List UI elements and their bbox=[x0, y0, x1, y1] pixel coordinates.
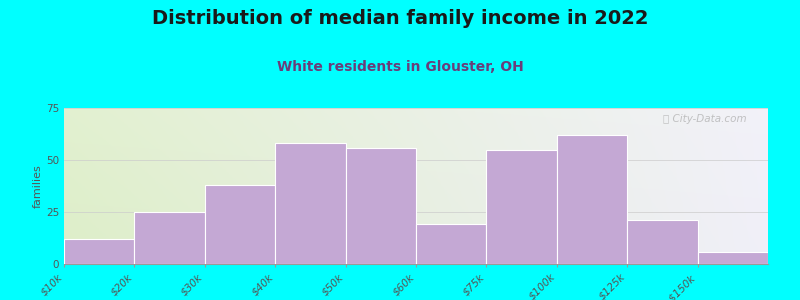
Bar bbox=[416, 224, 486, 264]
Bar bbox=[557, 135, 627, 264]
Bar bbox=[346, 148, 416, 264]
Text: ⓘ City-Data.com: ⓘ City-Data.com bbox=[663, 114, 747, 124]
Bar bbox=[698, 251, 768, 264]
Bar bbox=[64, 239, 134, 264]
Bar bbox=[627, 220, 698, 264]
Text: White residents in Glouster, OH: White residents in Glouster, OH bbox=[277, 60, 523, 74]
Y-axis label: families: families bbox=[33, 164, 43, 208]
Bar bbox=[134, 212, 205, 264]
Bar bbox=[275, 143, 346, 264]
Bar bbox=[205, 185, 275, 264]
Bar bbox=[486, 150, 557, 264]
Text: Distribution of median family income in 2022: Distribution of median family income in … bbox=[152, 9, 648, 28]
